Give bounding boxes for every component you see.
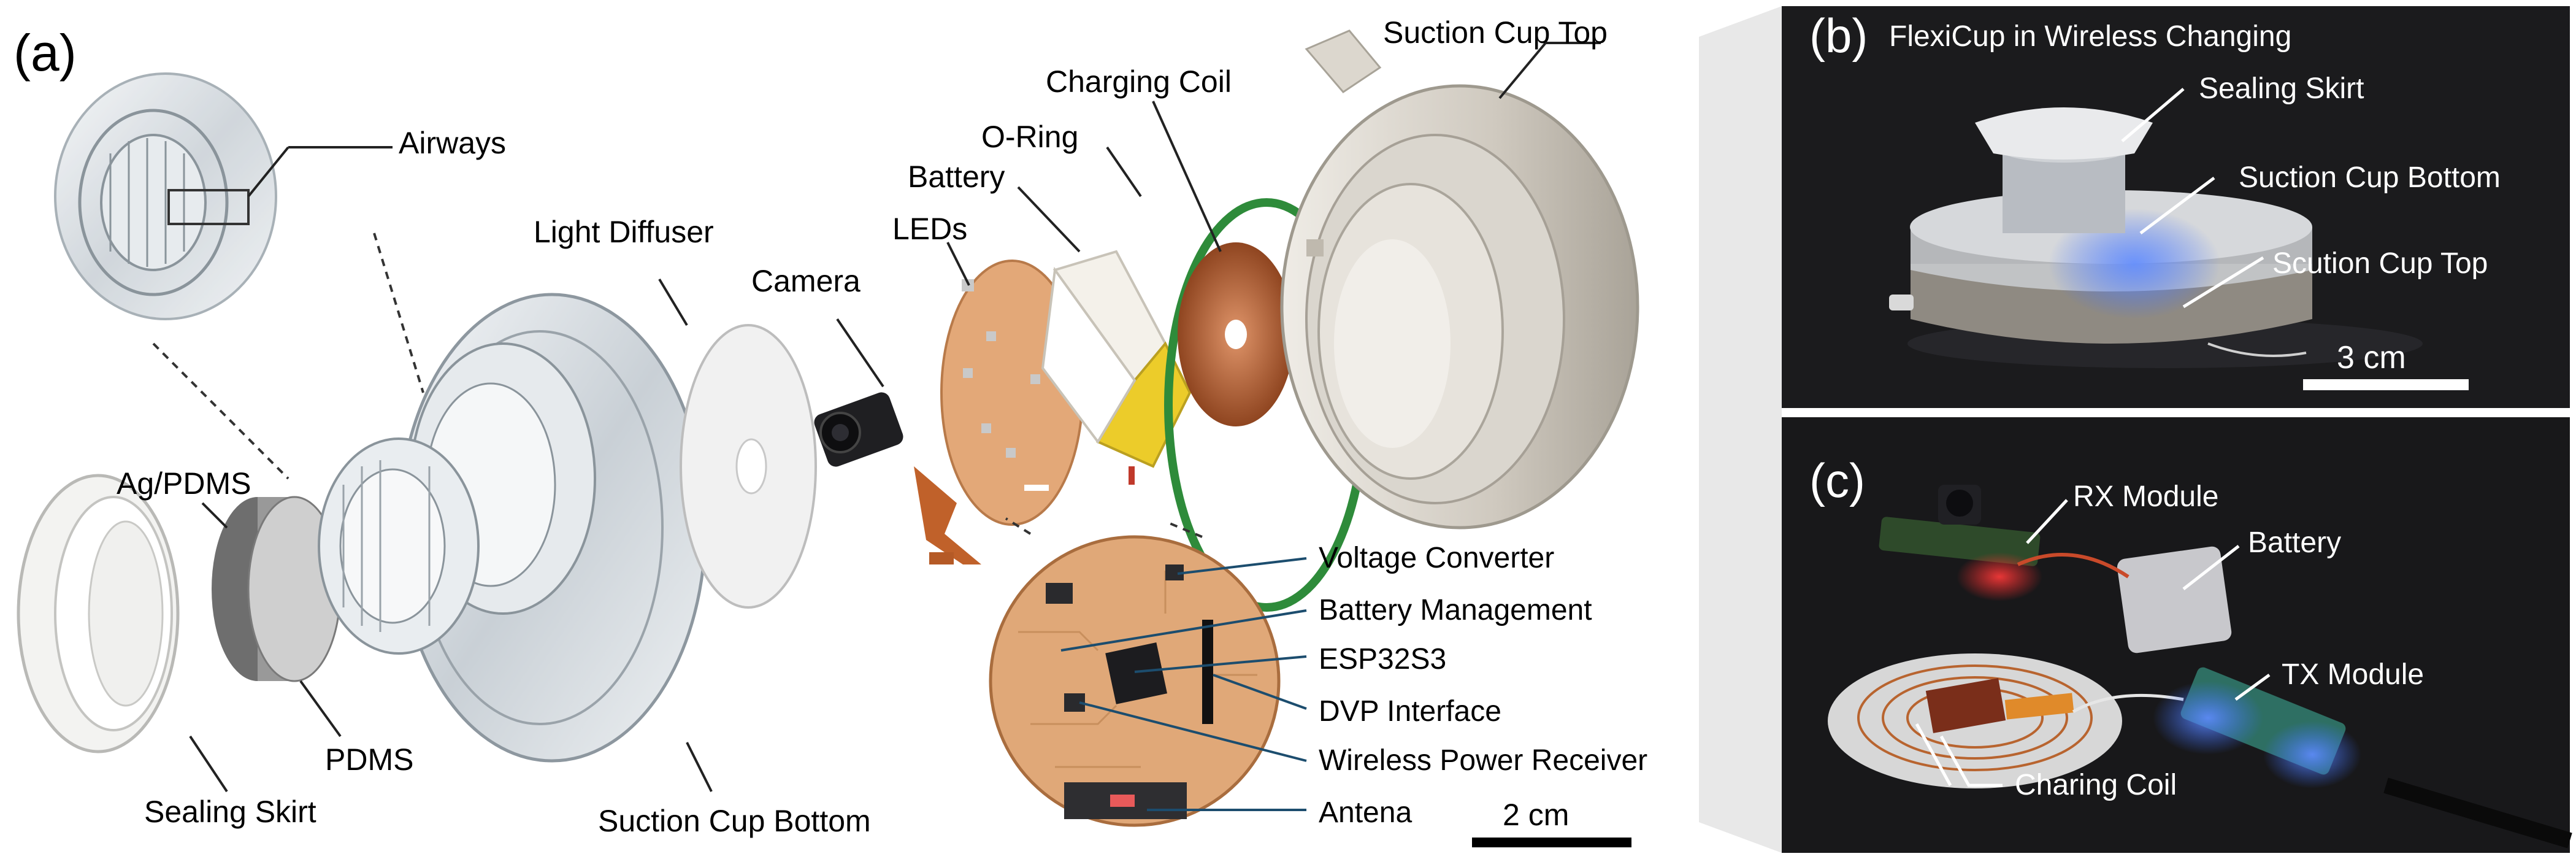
label-c-charing-coil: Charing Coil (2015, 769, 2177, 801)
label-light-diffuser: Light Diffuser (534, 215, 714, 249)
label-battery-management: Battery Management (1319, 594, 1592, 626)
scale-bar-b (2303, 379, 2469, 390)
scale-bar-b-label: 3 cm (2337, 340, 2406, 376)
label-wireless-power-receiver: Wireless Power Receiver (1319, 744, 1647, 777)
label-dvp-interface: DVP Interface (1319, 695, 1501, 728)
suction-cup-top-part (1280, 29, 1639, 530)
label-b-scution-cup-top: Scution Cup Top (2272, 247, 2488, 280)
panel-c-photo (1782, 417, 2572, 853)
panel-a-tag: (a) (13, 24, 77, 82)
label-airways: Airways (399, 126, 506, 160)
label-voltage-converter: Voltage Converter (1319, 542, 1554, 574)
label-c-tx-module: TX Module (2282, 658, 2424, 691)
label-b-suction-cup-bottom: Suction Cup Bottom (2239, 161, 2501, 194)
ag-pdms-disk (212, 496, 342, 682)
label-esp32s3: ESP32S3 (1319, 643, 1446, 676)
connector-wedge (1699, 6, 1782, 853)
label-camera: Camera (751, 264, 861, 298)
scale-bar-a (1472, 838, 1631, 847)
charging-coil-part (1178, 242, 1294, 426)
suction-cup-bottom-part (318, 293, 707, 763)
panel-c-tag: (c) (1809, 453, 1865, 507)
label-o-ring: O-Ring (981, 120, 1078, 154)
scale-bar-a-label: 2 cm (1503, 798, 1569, 832)
light-diffuser-part (680, 324, 817, 609)
label-c-rx-module: RX Module (2073, 480, 2218, 513)
label-suction-cup-bottom: Suction Cup Bottom (598, 804, 871, 838)
label-leds: LEDs (892, 212, 967, 246)
label-battery-a: Battery (908, 160, 1005, 194)
label-antena: Antena (1319, 796, 1412, 829)
label-charging-coil: Charging Coil (1046, 64, 1232, 99)
label-b-sealing-skirt: Sealing Skirt (2199, 72, 2364, 105)
label-ag-pdms: Ag/PDMS (117, 466, 251, 501)
label-sealing-skirt-a: Sealing Skirt (144, 795, 316, 829)
label-c-battery: Battery (2248, 526, 2341, 559)
panel-b-tag: (b) (1809, 9, 1868, 63)
sealing-skirt-part (17, 474, 180, 753)
label-pdms: PDMS (325, 742, 413, 777)
camera-part (814, 392, 981, 564)
panel-b-photo (1782, 6, 2570, 408)
panel-b-title: FlexiCup in Wireless Changing (1889, 20, 2291, 53)
airways-inset (54, 72, 277, 320)
label-suction-cup-top: Suction Cup Top (1383, 15, 1608, 50)
pcb-closeup (989, 535, 1281, 827)
